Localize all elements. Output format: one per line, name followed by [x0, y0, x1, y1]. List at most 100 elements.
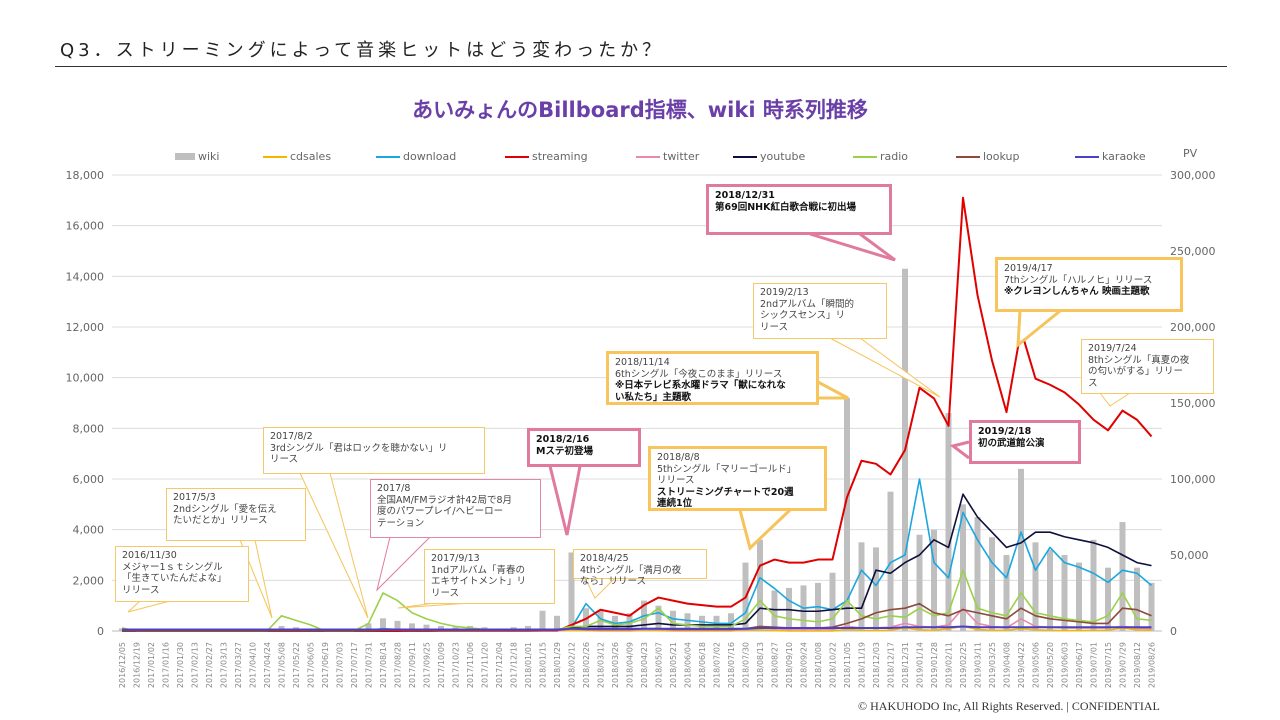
x-tick-label: 2017/11/20: [481, 642, 490, 688]
bar-wiki: [844, 397, 850, 631]
callout-pointer: [299, 472, 369, 619]
x-tick-label: 2017/02/27: [205, 642, 214, 688]
x-tick-label: 2017/09/25: [423, 642, 432, 688]
legend-label: wiki: [198, 150, 220, 163]
annotation-callout: 2016/11/30 メジャー1ｓｔシングル 「生きていたんだよな」 リリース: [115, 546, 249, 602]
x-tick-label: 2017/11/06: [466, 642, 475, 688]
annotation-date: 2018/8/8: [657, 452, 700, 463]
x-tick-label: 2018/05/07: [655, 642, 664, 688]
x-tick-label: 2018/02/12: [568, 642, 577, 688]
x-tick-label: 2018/04/23: [640, 642, 649, 688]
annotation-text: 5thシングル「マリーゴールド」: [657, 463, 797, 475]
x-tick-label: 2017/03/13: [220, 642, 229, 688]
legend-swatch: [733, 155, 757, 158]
x-tick-label: 2018/08/27: [771, 642, 780, 688]
legend-swatch: [505, 155, 529, 158]
bar-wiki: [365, 623, 372, 631]
bar-wiki: [989, 537, 995, 631]
x-tick-label: 2016/12/19: [133, 642, 142, 688]
x-tick-label: 2019/01/28: [930, 642, 939, 688]
annotation-callout: 2019/4/17 7thシングル「ハルノヒ」リリース ※クレヨンしんちゃん 映画主…: [995, 257, 1183, 312]
annotation-callout: 2019/2/13 2ndアルバム「瞬間的 シックスセンス」リ リース: [753, 283, 887, 339]
y-tick-label: 10,000: [66, 372, 105, 385]
callout-pointer: [397, 602, 471, 609]
bar-wiki: [554, 615, 560, 631]
x-tick-label: 2018/12/31: [901, 642, 910, 688]
bar-wiki: [1076, 562, 1082, 631]
x-tick-label: 2018/03/26: [611, 642, 620, 688]
callout-pointer: [817, 380, 849, 400]
annotation-callout: 2019/2/18 初の武道館公演: [969, 420, 1081, 464]
annotation-text: 1ndアルバム「青春の: [431, 564, 526, 576]
x-tick-label: 2017/07/31: [365, 642, 374, 688]
y-tick-label: 12,000: [66, 321, 105, 334]
annotation-callout: 2017/9/13 1ndアルバム「青春の エキサイトメント」リ リース: [424, 549, 555, 604]
annotation-text: 第69回NHK紅白歌合戦に初出場: [715, 201, 856, 213]
bar-wiki: [670, 610, 676, 631]
legend-item-youtube: youtube: [733, 150, 805, 163]
annotation-text: 初の武道館公演: [978, 437, 1045, 449]
bar-wiki: [1032, 542, 1039, 631]
y2-tick-label: 300,000: [1170, 169, 1216, 182]
x-tick-label: 2018/07/16: [727, 642, 736, 688]
annotation-text: 度のパワープレイ/ヘビーロー: [377, 506, 504, 517]
annotation-text: リリース: [122, 584, 160, 596]
legend-swatch: [636, 155, 660, 158]
x-tick-label: 2016/12/05: [118, 642, 127, 688]
legend-label: streaming: [532, 150, 588, 163]
legend-swatch: [1075, 155, 1099, 158]
legend-label: download: [403, 150, 457, 163]
x-tick-label: 2019/07/01: [1090, 642, 1099, 688]
x-tick-label: 2018/03/12: [597, 642, 606, 688]
bar-wiki: [568, 552, 575, 631]
x-tick-label: 2019/04/22: [1017, 642, 1026, 688]
bar-wiki: [1105, 567, 1111, 631]
x-tick-label: 2017/03/27: [234, 642, 243, 688]
x-tick-label: 2017/06/05: [307, 642, 316, 688]
annotation-callout: 2019/7/24 8thシングル「真夏の夜 の匂いがする」リリース: [1081, 339, 1214, 394]
annotation-date: 2016/11/30: [122, 550, 177, 561]
y2-axis-label: PV: [1183, 147, 1198, 160]
callout-pointer: [949, 440, 970, 460]
callout-pointer: [829, 337, 941, 398]
bar-wiki: [409, 623, 415, 631]
y-tick-label: 8,000: [73, 422, 105, 435]
bar-wiki: [1061, 555, 1068, 631]
annotation-date: 2017/9/13: [431, 553, 480, 564]
bar-wiki: [1090, 539, 1097, 631]
x-tick-label: 2017/10/23: [452, 642, 461, 688]
y-tick-label: 18,000: [66, 169, 105, 182]
x-tick-label: 2019/03/25: [988, 642, 997, 688]
legend-label: karaoke: [1102, 150, 1146, 163]
x-tick-label: 2019/06/17: [1075, 642, 1084, 688]
x-tick-label: 2017/10/09: [437, 642, 446, 688]
bar-wiki: [974, 517, 981, 631]
x-tick-label: 2019/05/20: [1046, 642, 1055, 688]
y2-tick-label: 0: [1170, 625, 1177, 638]
x-tick-label: 2018/11/19: [858, 642, 867, 688]
annotation-text: 6thシングル「今夜このまま」リリース: [615, 368, 783, 380]
annotation-callout: 2017/5/3 2ndシングル「愛を伝え たいだとか」リリース: [166, 488, 306, 541]
annotation-date: 2017/8/2: [270, 431, 313, 442]
bar-wiki: [757, 539, 763, 631]
x-tick-label: 2018/02/26: [582, 642, 591, 688]
annotation-date: 2017/8: [377, 483, 411, 494]
x-tick-label: 2018/01/01: [524, 642, 533, 688]
bar-wiki: [539, 610, 546, 631]
x-tick-label: 2018/11/05: [843, 642, 852, 688]
legend-label: radio: [880, 150, 909, 163]
legend-swatch: [376, 155, 400, 158]
bar-wiki: [278, 625, 285, 631]
x-tick-label: 2019/02/25: [959, 642, 968, 688]
bar-wiki: [771, 590, 778, 631]
legend-item-twitter: twitter: [636, 150, 699, 163]
callout-pointer: [376, 536, 431, 592]
annotation-text: なら」リリース: [580, 576, 647, 587]
x-tick-label: 2018/07/30: [742, 642, 751, 688]
bar-wiki: [931, 529, 937, 631]
bar-wiki: [829, 572, 836, 631]
bar-wiki: [960, 504, 966, 631]
title-divider: [55, 66, 1227, 67]
legend-label: twitter: [663, 150, 700, 163]
annotation-date: 2018/12/31: [715, 190, 775, 201]
